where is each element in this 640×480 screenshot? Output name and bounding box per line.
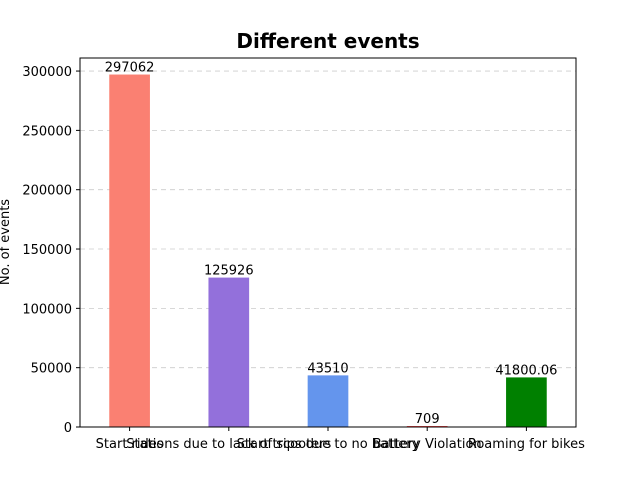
y-tick-label: 300000 bbox=[22, 65, 72, 80]
x-tick-label: Battery Violation bbox=[373, 437, 482, 452]
y-tick-label: 100000 bbox=[22, 302, 72, 317]
x-tick-label: Start trips due to no battery bbox=[237, 437, 420, 452]
data-label: 709 bbox=[415, 412, 440, 427]
y-tick-label: 0 bbox=[64, 421, 72, 436]
bars bbox=[109, 74, 547, 428]
x-tick-label: Roaming for bikes bbox=[468, 437, 585, 452]
bar bbox=[208, 277, 250, 427]
y-tick-label: 50000 bbox=[31, 362, 72, 377]
bar bbox=[506, 377, 547, 427]
grid-lines bbox=[80, 70, 576, 369]
bar bbox=[109, 74, 150, 428]
y-tick-label: 200000 bbox=[22, 184, 72, 199]
y-axis-label: No. of events bbox=[0, 199, 13, 285]
data-label: 297062 bbox=[105, 61, 155, 76]
y-tick-label: 150000 bbox=[22, 243, 72, 258]
data-labels: 297062 125926 43510 709 41800.06 bbox=[105, 61, 558, 428]
x-tick-label: Stations due to lack of scooters bbox=[126, 437, 331, 452]
data-label: 43510 bbox=[307, 361, 348, 376]
data-label: 41800.06 bbox=[495, 363, 557, 378]
x-tick-label: Start rides bbox=[96, 437, 164, 452]
chart-title: Different events bbox=[236, 29, 419, 53]
bar bbox=[307, 375, 349, 427]
data-label: 125926 bbox=[204, 264, 254, 279]
y-tick-label: 250000 bbox=[22, 124, 72, 139]
y-axis: 0 50000 100000 150000 200000 250000 300000 bbox=[22, 65, 80, 436]
